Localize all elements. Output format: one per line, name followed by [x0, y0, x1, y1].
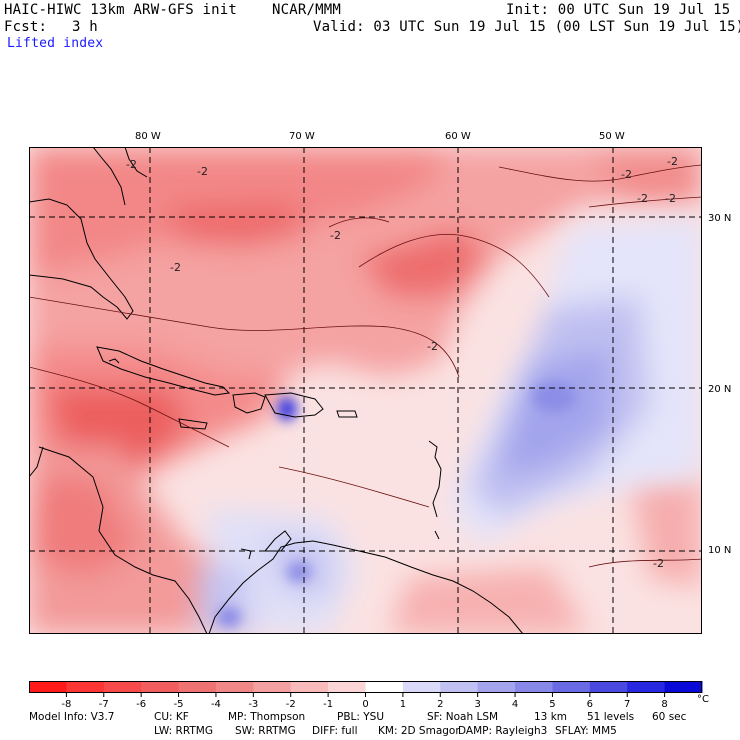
- lon-label-60w: 60 W: [445, 131, 471, 142]
- colorbar-canvas: -8 -7 -6 -5 -4 -3 -2 -1 0 1 2 3 4 5 6 7 8: [29, 681, 703, 710]
- stable-cores: [217, 382, 576, 627]
- contour-label: -2: [667, 155, 678, 168]
- colorbar-tick-label: -7: [99, 699, 109, 709]
- colorbar-swatch: [215, 681, 254, 693]
- contour-label: -2: [637, 192, 648, 205]
- colorbar-tick-label: -6: [136, 699, 146, 709]
- lon-label-70w: 70 W: [289, 131, 315, 142]
- model-info-item: KM: 2D Smagor: [378, 725, 460, 737]
- forecast-label: Fcst:: [4, 19, 48, 35]
- colorbar-tick-label: -2: [286, 699, 296, 709]
- model-info-item: SFLAY: MM5: [555, 725, 617, 737]
- contour-label: -2: [621, 168, 632, 181]
- colorbar-tick-label: 6: [587, 699, 593, 709]
- colorbar-swatch: [178, 681, 217, 693]
- contour-label: -2: [197, 165, 208, 178]
- model-info-item: MP: Thompson: [228, 711, 306, 723]
- colorbar-swatch: [515, 681, 553, 693]
- colorbar-swatches: [29, 681, 703, 693]
- coastlines: [29, 147, 524, 634]
- contour-label: -2: [427, 340, 438, 353]
- colorbar-tick-label: -8: [61, 699, 71, 709]
- map-canvas: -2 -2 -2 -2 -2 -2 -2 -2 -2 -2: [29, 147, 702, 634]
- colorbar-tick-label: -5: [174, 699, 184, 709]
- forecast-hour: 3 h: [72, 19, 98, 35]
- contour-label: -2: [330, 229, 341, 242]
- colorbar-swatch: [103, 681, 142, 693]
- colorbar-swatch: [141, 681, 180, 693]
- colorbar-swatch: [477, 681, 516, 693]
- colorbar-swatch: [552, 681, 591, 693]
- contour-label: -2: [170, 261, 181, 274]
- model-info-item: SW: RRTMG: [235, 725, 296, 737]
- model-info-item: DIFF: full: [312, 725, 358, 737]
- contour-label: -2: [126, 158, 137, 171]
- colorbar-tick-label: -3: [248, 699, 258, 709]
- model-title: HAIC-HIWC 13km ARW-GFS init: [4, 2, 237, 18]
- field-name: Lifted index: [7, 36, 104, 51]
- colorbar-swatch: [66, 681, 105, 693]
- valid-time: Valid: 03 UTC Sun 19 Jul 15 (00 LST Sun …: [313, 19, 740, 35]
- model-info-item: SF: Noah LSM: [427, 711, 499, 723]
- colorbar-tick-label: -1: [323, 699, 333, 709]
- colorbar-swatch: [29, 681, 67, 693]
- lat-label-30n: 30 N: [708, 213, 732, 224]
- model-info-item: CU: KF: [154, 711, 189, 723]
- colorbar-tick-label: 5: [549, 699, 555, 709]
- colorbar-swatch: [440, 681, 479, 693]
- colorbar-tick-label: 3: [474, 699, 480, 709]
- colorbar-swatch: [365, 681, 404, 693]
- lon-label-50w: 50 W: [599, 131, 625, 142]
- model-info-item: 51 levels: [587, 711, 635, 723]
- colorbar-tick-label: 8: [661, 699, 667, 709]
- model-info-item: LW: RRTMG: [154, 725, 213, 737]
- colorbar-unit: °C: [697, 694, 709, 705]
- lon-label-80w: 80 W: [135, 131, 161, 142]
- colorbar-tick-label: -4: [211, 699, 221, 709]
- colorbar-ticks: -8 -7 -6 -5 -4 -3 -2 -1 0 1 2 3 4 5 6 7 8: [61, 693, 668, 710]
- contour-label-group: -2 -2 -2 -2 -2 -2 -2 -2 -2 -2: [126, 155, 678, 570]
- colorbar-swatch: [589, 681, 628, 693]
- lifted-index-map: -2 -2 -2 -2 -2 -2 -2 -2 -2 -2: [29, 147, 702, 634]
- map-frame: [29, 147, 702, 634]
- colorbar-swatch: [402, 681, 441, 693]
- colorbar-swatch: [328, 681, 366, 693]
- contour-label: -2: [653, 557, 664, 570]
- model-info-item: Model Info: V3.7: [29, 711, 115, 723]
- model-info-item: 60 sec: [652, 711, 687, 723]
- colorbar-swatch: [664, 681, 703, 693]
- colorbar: -8 -7 -6 -5 -4 -3 -2 -1 0 1 2 3 4 5 6 7 8: [29, 681, 729, 713]
- organization: NCAR/MMM: [272, 2, 342, 18]
- model-info-item: PBL: YSU: [337, 711, 385, 723]
- contour-label: -2: [665, 192, 676, 205]
- colorbar-swatch: [253, 681, 292, 693]
- lat-label-20n: 20 N: [708, 384, 732, 395]
- colorbar-tick-label: 2: [437, 699, 443, 709]
- colorbar-tick-label: 4: [512, 699, 518, 709]
- colorbar-tick-label: 1: [400, 699, 406, 709]
- colorbar-swatch: [627, 681, 666, 693]
- colorbar-swatch: [290, 681, 329, 693]
- colorbar-tick-label: 7: [624, 699, 630, 709]
- model-info-item: DAMP: Rayleigh3: [458, 725, 548, 737]
- colorbar-frame: [29, 681, 702, 693]
- graticule: [29, 147, 702, 634]
- colorbar-tick-label: 0: [362, 699, 368, 709]
- model-info-item: 13 km: [534, 711, 568, 723]
- init-time: Init: 00 UTC Sun 19 Jul 15: [506, 2, 731, 18]
- lat-label-10n: 10 N: [708, 545, 732, 556]
- contour-lines: [29, 164, 702, 568]
